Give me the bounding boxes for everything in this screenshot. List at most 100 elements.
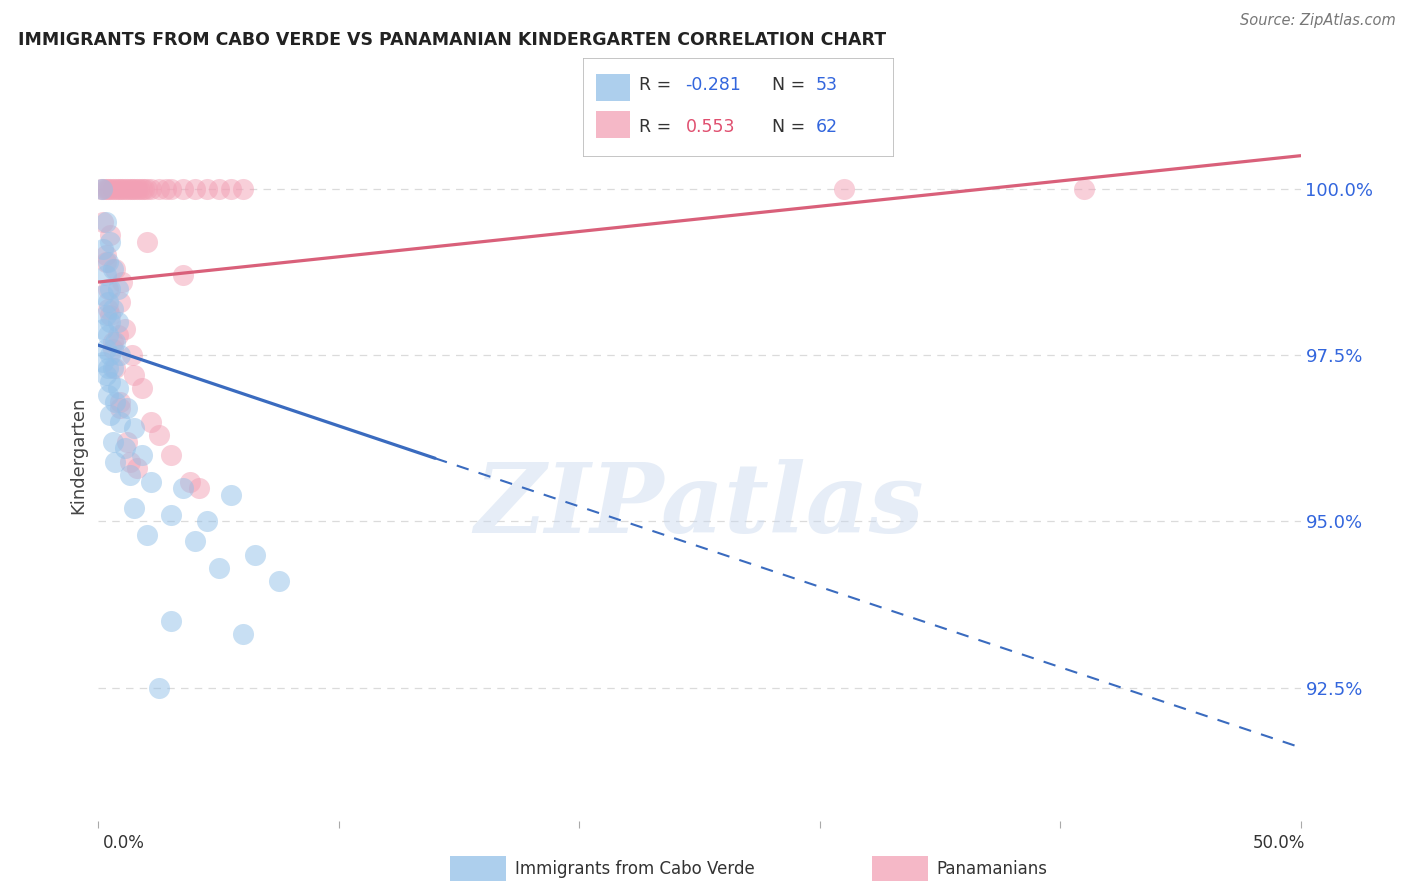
Point xyxy=(100,315,122,329)
Point xyxy=(94,215,117,229)
Point xyxy=(100,308,122,322)
Point xyxy=(131,182,153,196)
Point xyxy=(141,475,163,489)
Point xyxy=(97,255,120,269)
Point xyxy=(97,182,120,196)
Point xyxy=(195,515,218,529)
Y-axis label: Kindergarten: Kindergarten xyxy=(69,396,87,514)
Point xyxy=(118,182,141,196)
Point xyxy=(104,394,127,409)
Point xyxy=(104,334,127,349)
Point xyxy=(114,182,136,196)
Point xyxy=(94,248,117,262)
Point xyxy=(121,348,143,362)
Point xyxy=(114,442,136,456)
Point xyxy=(232,182,254,196)
Point xyxy=(141,415,163,429)
Text: R =: R = xyxy=(640,77,676,95)
Point xyxy=(135,527,157,541)
Text: IMMIGRANTS FROM CABO VERDE VS PANAMANIAN KINDERGARTEN CORRELATION CHART: IMMIGRANTS FROM CABO VERDE VS PANAMANIAN… xyxy=(18,31,886,49)
Point xyxy=(155,182,177,196)
Text: Immigrants from Cabo Verde: Immigrants from Cabo Verde xyxy=(515,860,755,878)
Point xyxy=(90,182,112,196)
Point xyxy=(141,182,163,196)
Point xyxy=(91,288,114,302)
Point xyxy=(104,182,127,196)
Point xyxy=(101,434,124,449)
Point xyxy=(94,368,117,383)
Point xyxy=(108,348,131,362)
Point xyxy=(104,261,127,276)
Point xyxy=(219,182,242,196)
Point xyxy=(91,215,114,229)
Point xyxy=(124,368,146,383)
Point xyxy=(100,228,122,243)
Point xyxy=(111,182,134,196)
Point xyxy=(94,182,117,196)
Point xyxy=(159,448,181,462)
Point xyxy=(91,355,114,369)
Point xyxy=(108,182,131,196)
Point xyxy=(124,501,146,516)
Point xyxy=(94,342,117,356)
Point xyxy=(172,182,194,196)
Point xyxy=(101,261,124,276)
Point xyxy=(121,182,143,196)
Point xyxy=(1073,182,1095,196)
Point xyxy=(101,182,124,196)
Text: 0.553: 0.553 xyxy=(686,118,735,136)
Point xyxy=(100,182,122,196)
Point xyxy=(208,561,231,575)
Text: R =: R = xyxy=(640,118,676,136)
Point xyxy=(100,408,122,422)
Point xyxy=(832,182,855,196)
Point xyxy=(101,361,124,376)
Point xyxy=(208,182,231,196)
Point xyxy=(172,268,194,283)
Bar xyxy=(596,111,630,138)
Point xyxy=(94,268,117,283)
Text: 0.0%: 0.0% xyxy=(103,834,145,852)
Point xyxy=(232,627,254,641)
Point xyxy=(104,361,127,376)
Point xyxy=(117,434,139,449)
Point xyxy=(108,394,131,409)
Text: Source: ZipAtlas.com: Source: ZipAtlas.com xyxy=(1240,13,1396,29)
Point xyxy=(159,614,181,628)
Text: N =: N = xyxy=(772,118,811,136)
Point xyxy=(100,282,122,296)
Point xyxy=(91,182,114,196)
Text: -0.281: -0.281 xyxy=(686,77,741,95)
Point xyxy=(131,381,153,395)
Point xyxy=(125,461,148,475)
Point xyxy=(91,182,114,196)
Text: 53: 53 xyxy=(815,77,838,95)
Point xyxy=(148,182,170,196)
Point xyxy=(135,182,157,196)
Point xyxy=(100,348,122,362)
Point xyxy=(148,428,170,442)
Point xyxy=(118,454,141,468)
Bar xyxy=(596,74,630,101)
Point xyxy=(108,295,131,310)
Point xyxy=(101,301,124,316)
Point xyxy=(97,361,120,376)
Point xyxy=(107,282,129,296)
Point xyxy=(97,328,120,343)
Point xyxy=(124,182,146,196)
Point xyxy=(91,242,114,256)
Text: 62: 62 xyxy=(815,118,838,136)
Point xyxy=(188,481,211,495)
Point xyxy=(132,182,155,196)
Point xyxy=(267,574,290,589)
Point xyxy=(125,182,148,196)
Point xyxy=(100,375,122,389)
Point xyxy=(107,315,129,329)
Point xyxy=(131,448,153,462)
Point xyxy=(108,415,131,429)
Point xyxy=(159,508,181,522)
Point xyxy=(107,328,129,343)
Point xyxy=(101,342,124,356)
Point xyxy=(91,321,114,335)
Point xyxy=(100,235,122,249)
